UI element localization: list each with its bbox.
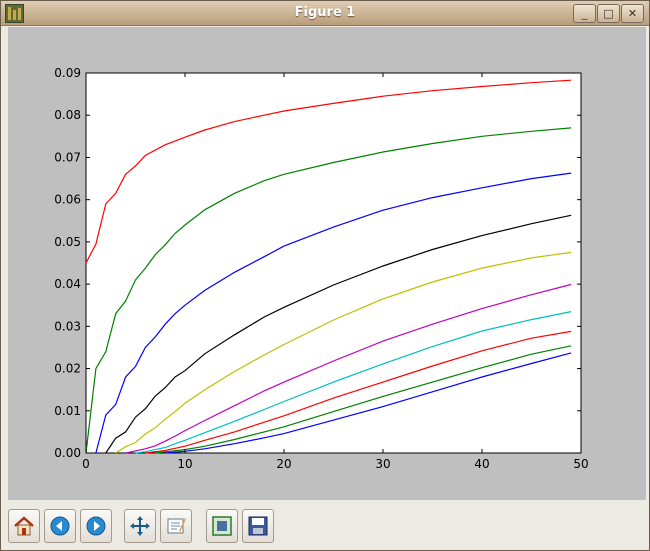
y-tick-label: 0.02 (54, 362, 81, 376)
tick-layer: 0 10 20 30 40 50 0.00 0.01 0.02 0.03 0.04 0.05 0.06 0… (54, 66, 588, 471)
x-tick-label: 40 (474, 457, 489, 471)
y-tick-label: 0.00 (54, 446, 81, 460)
series-layer (85, 79, 572, 454)
x-tick-label: 30 (375, 457, 390, 471)
floppy-disk-icon (248, 516, 268, 536)
series-line-10 (165, 352, 572, 454)
pan-button[interactable] (124, 509, 156, 543)
y-tick-label: 0.07 (54, 150, 81, 164)
move-arrows-icon (130, 516, 150, 536)
y-tick-label: 0.08 (54, 108, 81, 122)
subplots-button[interactable] (206, 509, 238, 543)
figure-canvas[interactable]: 0 10 20 30 40 50 0.00 0.01 0.02 0.03 0.04 0.05 0.06 0… (8, 27, 646, 500)
close-button[interactable]: ✕ (621, 4, 644, 23)
y-tick-label: 0.03 (54, 319, 81, 333)
y-tick-label: 0.01 (54, 404, 81, 418)
arrow-left-icon (50, 516, 70, 536)
series-line-2 (85, 127, 572, 454)
x-tick-label: 0 (82, 457, 90, 471)
x-tick-label: 10 (177, 457, 192, 471)
window-title: Figure 1 (294, 5, 356, 20)
line-chart: 0 10 20 30 40 50 0.00 0.01 0.02 0.03 0.04 0.05 0.06 0… (54, 66, 588, 471)
series-line-5 (115, 251, 572, 454)
series-line-7 (135, 311, 572, 454)
zoom-rect-icon (167, 518, 186, 534)
y-tick-label: 0.04 (54, 277, 81, 291)
axes-frame (85, 72, 582, 454)
series-line-6 (125, 283, 572, 454)
series-line-1 (85, 79, 572, 264)
home-button[interactable] (8, 509, 40, 543)
y-tick-label: 0.05 (54, 235, 81, 249)
home-icon (14, 516, 34, 536)
minimize-button[interactable]: _ (573, 4, 596, 23)
forward-button[interactable] (80, 509, 112, 543)
title-bar[interactable]: Figure 1 _ □ ✕ (1, 1, 649, 26)
y-tick-label: 0.09 (54, 66, 81, 80)
zoom-button[interactable] (160, 509, 192, 543)
back-button[interactable] (44, 509, 76, 543)
series-line-8 (145, 330, 572, 454)
arrow-right-icon (86, 516, 106, 536)
y-tick-label: 0.06 (54, 193, 81, 207)
series-line-4 (105, 214, 572, 454)
maximize-button[interactable]: □ (597, 4, 620, 23)
save-button[interactable] (242, 509, 274, 543)
series-line-9 (155, 345, 572, 454)
subplots-icon (212, 516, 232, 536)
series-line-3 (95, 172, 572, 454)
x-tick-label: 20 (276, 457, 291, 471)
navigation-toolbar (6, 507, 646, 547)
app-icon (5, 4, 24, 23)
x-tick-label: 50 (573, 457, 588, 471)
